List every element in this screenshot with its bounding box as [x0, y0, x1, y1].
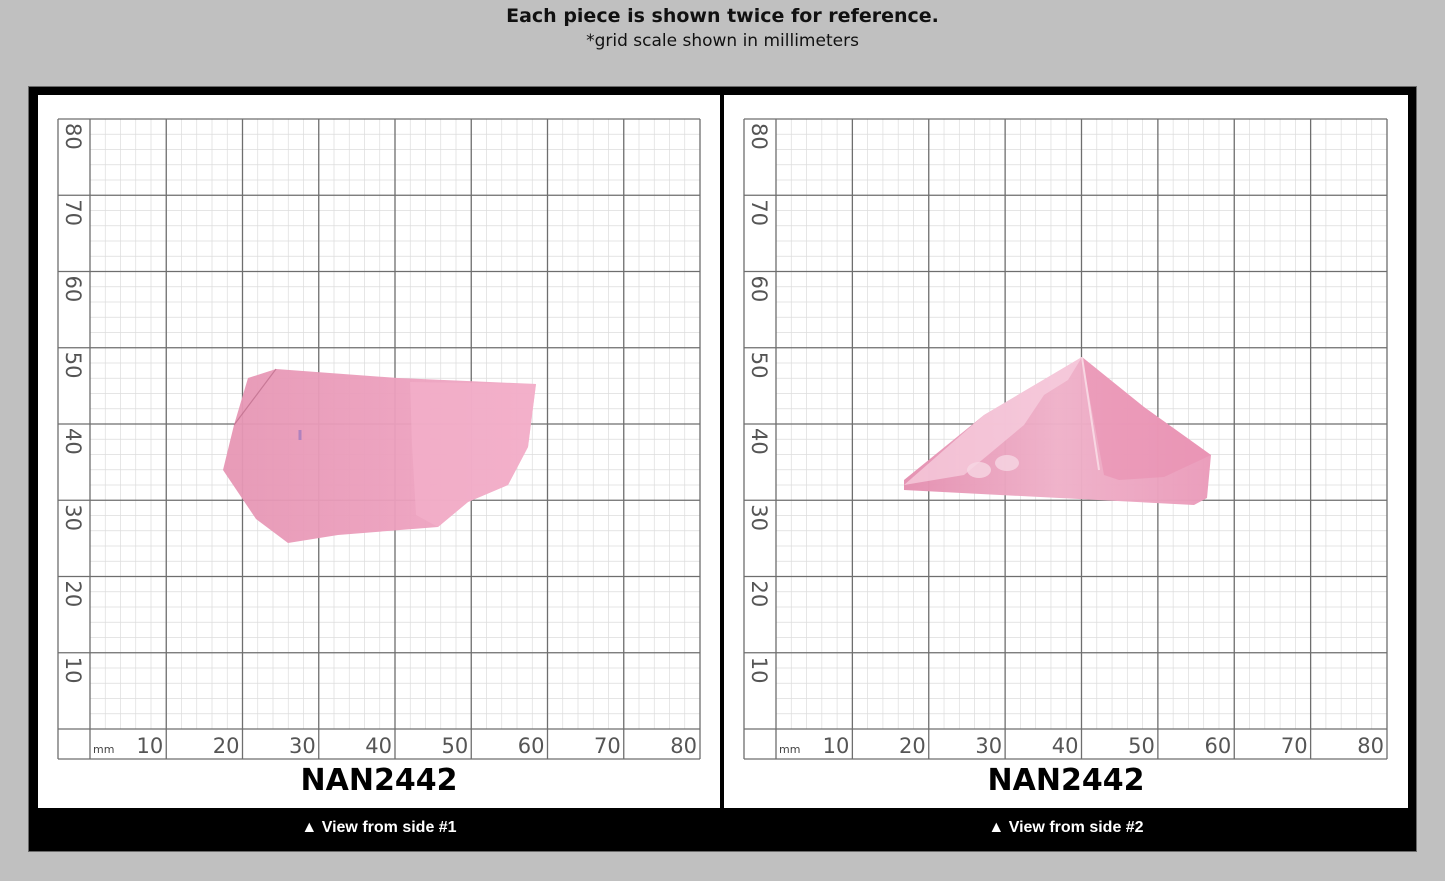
- x-tick-label: 10: [823, 734, 850, 758]
- y-tick-label: 50: [747, 352, 771, 379]
- y-tick-label: 20: [747, 581, 771, 608]
- x-tick-label: 30: [289, 734, 316, 758]
- x-tick-label: 40: [1052, 734, 1079, 758]
- y-tick-label: 40: [61, 428, 85, 455]
- x-tick-label: 50: [1128, 734, 1155, 758]
- caption-side-2: ▲ View from side #2: [988, 819, 1144, 836]
- x-tick-label: 60: [1205, 734, 1232, 758]
- y-tick-label: 80: [61, 123, 85, 150]
- y-tick-label: 10: [61, 657, 85, 684]
- y-tick-label: 30: [61, 504, 85, 531]
- x-tick-label: 40: [365, 734, 392, 758]
- grid-paper-side-2: 10 20 30 40 50 60 70 80 mm 80 70 60 50 40 30 20 10: [743, 118, 1388, 760]
- x-tick-label: 30: [975, 734, 1002, 758]
- product-code-side-2: NAN2442: [987, 763, 1145, 798]
- y-tick-label: 30: [747, 504, 771, 531]
- stone-side-2: [904, 356, 1211, 505]
- y-tick-label: 60: [61, 276, 85, 303]
- x-tick-label: 80: [670, 734, 697, 758]
- x-tick-label: 50: [442, 734, 469, 758]
- unit-label: mm: [779, 743, 800, 756]
- y-tick-label: 60: [747, 276, 771, 303]
- x-tick-label: 20: [899, 734, 926, 758]
- y-tick-label: 10: [747, 657, 771, 684]
- x-tick-label: 60: [518, 734, 545, 758]
- caption-side-1: ▲ View from side #1: [301, 819, 457, 836]
- photo-frame: 10 20 30 40 50 60 70 80 mm 80 70 60 50 40 30 20 10 NAN24…: [28, 86, 1417, 852]
- y-tick-label: 70: [61, 199, 85, 226]
- stone-side-1: [223, 368, 536, 543]
- photo-panel-side-1: 10 20 30 40 50 60 70 80 mm 80 70 60 50 40 30 20 10 NAN24…: [38, 95, 720, 808]
- y-tick-label: 50: [61, 352, 85, 379]
- y-tick-label: 80: [747, 123, 771, 150]
- grid-paper-side-1: 10 20 30 40 50 60 70 80 mm 80 70 60 50 40 30 20 10: [57, 118, 701, 760]
- unit-label: mm: [93, 743, 114, 756]
- x-tick-label: 70: [594, 734, 621, 758]
- x-tick-label: 70: [1281, 734, 1308, 758]
- x-tick-label: 10: [137, 734, 164, 758]
- photo-panel-side-2: 10 20 30 40 50 60 70 80 mm 80 70 60 50 40 30 20 10 NAN24…: [724, 95, 1408, 808]
- y-tick-label: 70: [747, 199, 771, 226]
- header-subtitle: *grid scale shown in millimeters: [586, 31, 859, 51]
- y-tick-label: 20: [61, 581, 85, 608]
- header-title: Each piece is shown twice for reference.: [506, 5, 939, 27]
- x-tick-label: 80: [1357, 734, 1384, 758]
- x-tick-label: 20: [213, 734, 240, 758]
- product-code-side-1: NAN2442: [300, 763, 458, 798]
- page-header: Each piece is shown twice for reference.…: [0, 0, 1445, 86]
- y-tick-label: 40: [747, 428, 771, 455]
